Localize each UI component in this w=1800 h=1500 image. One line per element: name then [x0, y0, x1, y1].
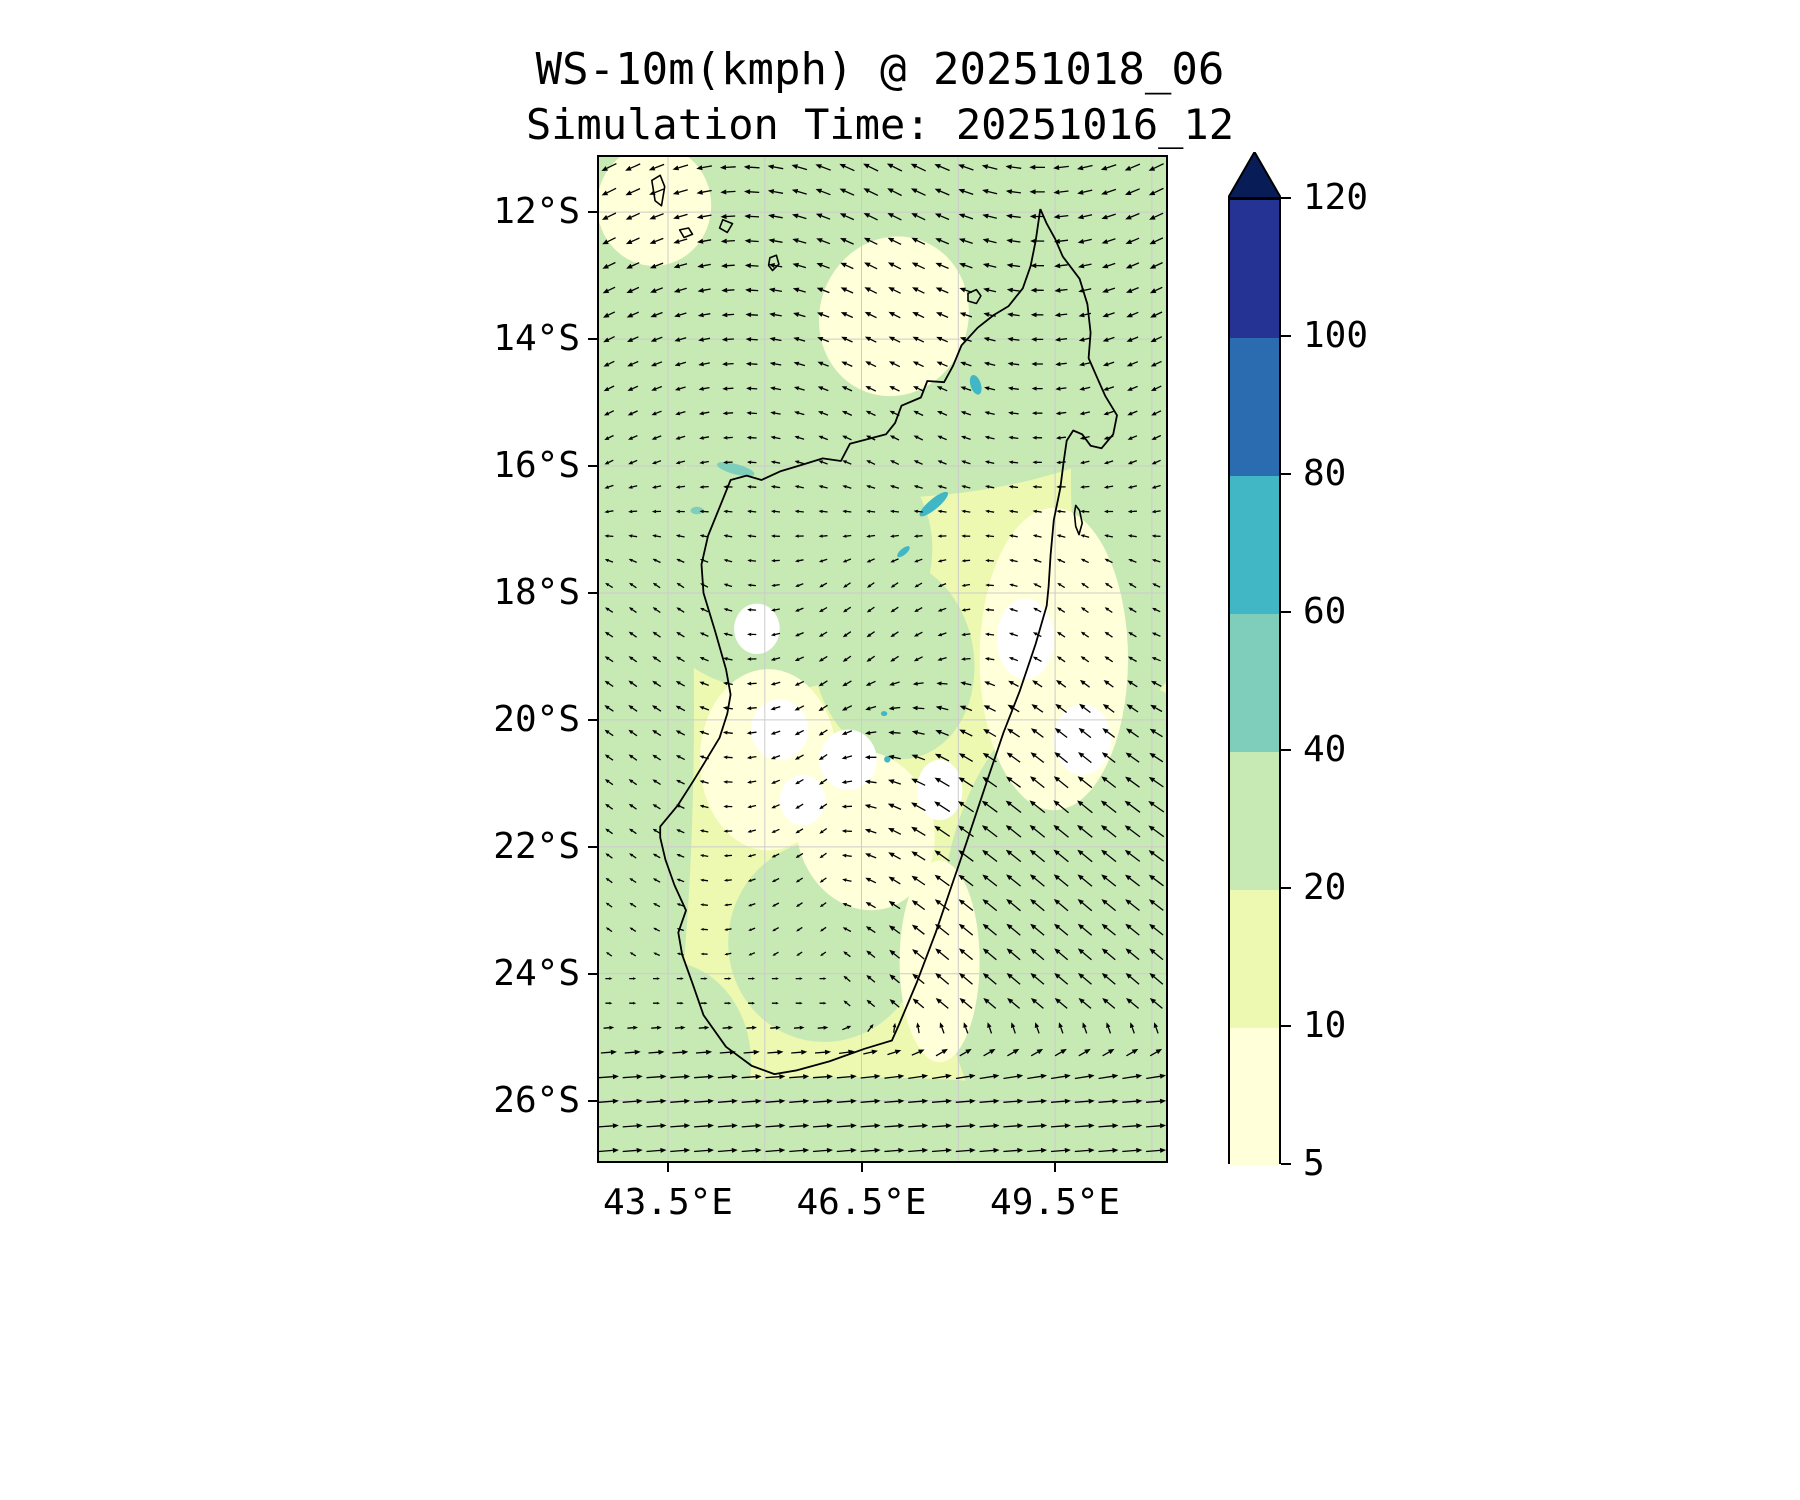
- y-tick-label: 12°S: [493, 191, 580, 233]
- colorbar-tick-label: 60: [1303, 591, 1347, 632]
- colorbar-tick-mark: [1281, 1163, 1291, 1165]
- y-tick-label: 18°S: [493, 571, 580, 613]
- colorbar-tick-mark: [1281, 749, 1291, 751]
- colorbar-extend-triangle: [1226, 149, 1283, 202]
- lake: [969, 374, 982, 395]
- field-patch: [916, 759, 963, 821]
- x-tick-mark: [860, 1163, 863, 1172]
- island-outline: [678, 227, 694, 239]
- wind-speed-map-svg: [471, 0, 1294, 1219]
- colorbar-bands: [1228, 198, 1281, 1166]
- colorbar-band: [1230, 890, 1279, 1028]
- colorbar-tick-label: 80: [1303, 453, 1347, 494]
- x-tick-mark: [666, 1163, 669, 1172]
- figure-title: WS-10m(kmph) @ 20251018_06: [535, 44, 1225, 95]
- colorbar-band: [1230, 752, 1279, 890]
- island-outline: [718, 218, 734, 234]
- y-tick-mark: [588, 845, 597, 848]
- island-outline: [1073, 504, 1083, 536]
- colorbar-band: [1230, 200, 1279, 338]
- y-tick-label: 26°S: [493, 1079, 580, 1121]
- field-patch: [734, 603, 780, 654]
- field-patch: [751, 699, 809, 760]
- field-patch: [779, 774, 826, 826]
- field-patch: [818, 236, 969, 397]
- figure-subtitle: Simulation Time: 20251016_12: [525, 100, 1234, 149]
- colorbar-tick-label: 40: [1303, 729, 1347, 770]
- colorbar-band: [1230, 614, 1279, 752]
- colorbar-band: [1230, 338, 1279, 476]
- y-tick-label: 24°S: [493, 952, 580, 994]
- y-tick-mark: [588, 591, 597, 594]
- colorbar-tick-mark: [1281, 473, 1291, 475]
- y-tick-label: 20°S: [493, 698, 580, 740]
- map-plot-area: [471, 0, 1294, 1219]
- colorbar-tick-label: 5: [1303, 1143, 1325, 1184]
- y-tick-mark: [588, 465, 597, 468]
- colorbar-band: [1230, 1028, 1279, 1166]
- colorbar-tick-mark: [1281, 197, 1291, 199]
- colorbar-tick-mark: [1281, 335, 1291, 337]
- y-tick-mark: [588, 972, 597, 975]
- lake: [690, 506, 704, 515]
- y-tick-mark: [588, 1099, 597, 1102]
- axes-frame: [597, 155, 1168, 1163]
- wind-arrow-shafts: [598, 163, 1165, 1153]
- field-patch: [1053, 704, 1111, 775]
- x-tick-label: 49.5°E: [990, 1182, 1121, 1223]
- y-tick-mark: [588, 338, 597, 341]
- island-outline: [651, 174, 666, 207]
- island-outline: [967, 288, 982, 305]
- lake: [897, 546, 910, 558]
- x-tick-mark: [1054, 1163, 1057, 1172]
- y-tick-mark: [588, 718, 597, 721]
- x-tick-label: 46.5°E: [796, 1182, 927, 1223]
- field-patch: [796, 750, 935, 911]
- colorbar-tick-label: 20: [1303, 867, 1347, 908]
- field-patch: [579, 961, 752, 1163]
- lake: [880, 711, 888, 717]
- island-outline: [767, 254, 780, 272]
- colorbar-tick-label: 10: [1303, 1005, 1347, 1046]
- lake: [716, 462, 755, 477]
- x-tick-label: 43.5°E: [602, 1182, 733, 1223]
- lake: [919, 491, 949, 517]
- y-tick-mark: [588, 211, 597, 214]
- y-tick-label: 16°S: [493, 445, 580, 487]
- lake: [884, 756, 891, 763]
- colorbar-tick-label: 120: [1303, 177, 1369, 218]
- y-tick-label: 22°S: [493, 825, 580, 867]
- colorbar-tick-mark: [1281, 1025, 1291, 1027]
- colorbar-tick-label: 100: [1303, 315, 1369, 356]
- colorbar-tick-mark: [1281, 611, 1291, 613]
- y-tick-label: 14°S: [493, 318, 580, 360]
- colorbar-tick-mark: [1281, 887, 1291, 889]
- field-patch: [899, 860, 980, 1063]
- colorbar-band: [1230, 476, 1279, 614]
- field-patch: [819, 729, 877, 790]
